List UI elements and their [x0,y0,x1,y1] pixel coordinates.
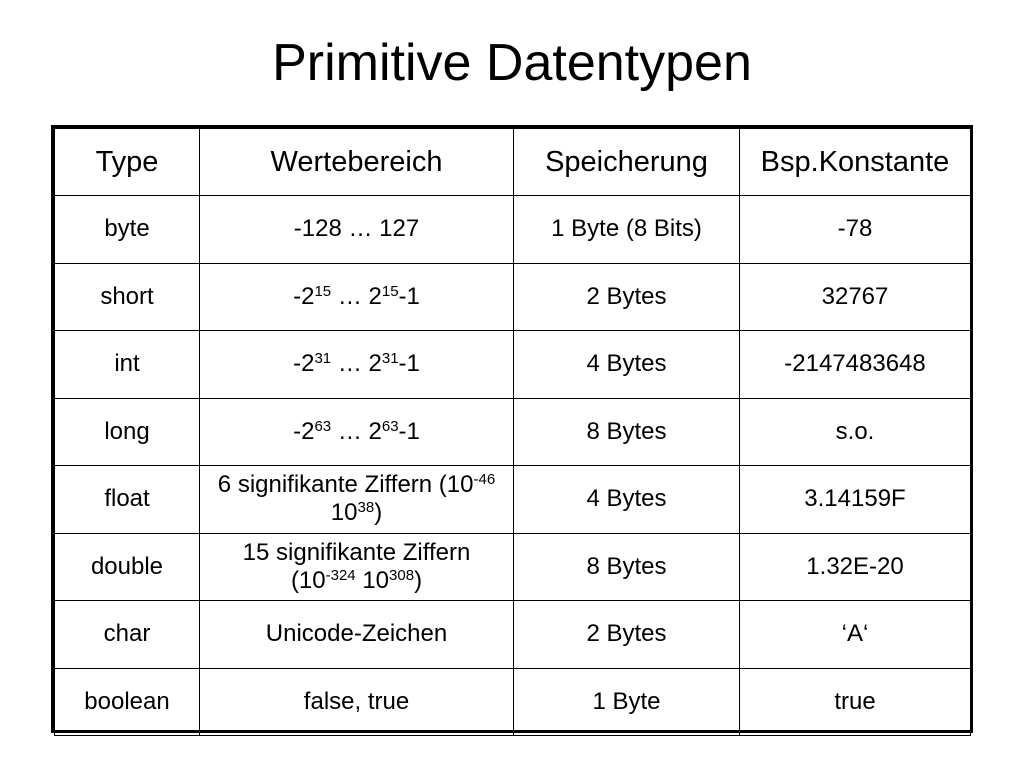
range-lead: 15 signifikante Ziffern [242,538,471,566]
cell-type: float [54,465,200,534]
range-exponent: 31 [381,350,399,368]
cell-example: 3.14159F [739,465,971,534]
range-mid: 10 [330,499,358,527]
header-example: Bsp.Konstante [739,128,971,196]
table-header-row: Type Wertebereich Speicherung Bsp.Konsta… [54,128,971,196]
range-exponent: 15 [381,282,399,300]
table-row: double 15 signifikante Ziffern (10-324 10… [54,532,971,601]
range-tail: ) [374,499,383,527]
slide-title: Primitive Datentypen [272,34,752,92]
range-exponent: 308 [389,566,415,584]
range-exponent: 31 [314,350,332,368]
cell-range: -231 … 231-1 [199,330,514,399]
range-exponent: -324 [325,566,356,584]
range-exponent: 63 [381,417,399,435]
table-row: int -231 … 231-1 4 Bytes -2147483648 [54,330,971,399]
range-exponent: 63 [314,417,332,435]
cell-storage: 2 Bytes [513,600,740,669]
range-base: 2 [301,417,315,445]
table-row: long -263 … 263-1 8 Bytes s.o. [54,397,971,466]
cell-type: char [54,600,200,669]
cell-type: long [54,397,200,466]
header-range: Wertebereich [199,128,514,196]
cell-range: false, true [199,667,514,736]
range-base: 2 [368,417,382,445]
range-separator: … [337,282,362,310]
range-base: 2 [368,282,382,310]
range-exponent: 38 [357,499,375,517]
range-base: 2 [301,350,315,378]
cell-type: short [54,262,200,331]
range-exponent: 15 [314,282,332,300]
header-storage: Speicherung [513,128,740,196]
range-base: 2 [368,350,382,378]
table-row: boolean false, true 1 Byte true [54,667,971,736]
range-suffix: -1 [398,350,420,378]
cell-range: Unicode-Zeichen [199,600,514,669]
cell-example: s.o. [739,397,971,466]
cell-storage: 8 Bytes [513,532,740,601]
cell-storage: 2 Bytes [513,262,740,331]
range-separator: … [337,350,362,378]
cell-type: byte [54,195,200,264]
cell-example: -78 [739,195,971,264]
range-exponent: -46 [473,471,496,489]
cell-storage: 1 Byte (8 Bits) [513,195,740,264]
range-base: 2 [301,282,315,310]
cell-example: 32767 [739,262,971,331]
cell-range: -128 … 127 [199,195,514,264]
range-suffix: -1 [398,417,420,445]
cell-range: -215 … 215-1 [199,262,514,331]
datatypes-table: Type Wertebereich Speicherung Bsp.Konsta… [54,128,971,736]
cell-range: -263 … 263-1 [199,397,514,466]
datatypes-table-frame: Type Wertebereich Speicherung Bsp.Konsta… [51,125,973,736]
cell-example: 1.32E-20 [739,532,971,601]
range-lead: 6 signifikante Ziffern (10 [217,471,474,499]
table-row: char Unicode-Zeichen 2 Bytes ‘A‘ [54,600,971,669]
range-tail: ) [414,566,423,594]
range-mid: 10 [355,566,390,594]
table-row: byte -128 … 127 1 Byte (8 Bits) -78 [54,195,971,264]
range-lead-2: (10 [290,566,326,594]
table-row: float 6 signifikante Ziffern (10-46 1038… [54,465,971,534]
cell-storage: 8 Bytes [513,397,740,466]
cell-storage: 4 Bytes [513,330,740,399]
cell-range: 6 signifikante Ziffern (10-46 1038) [199,465,514,534]
table-row: short -215 … 215-1 2 Bytes 32767 [54,262,971,331]
cell-storage: 1 Byte [513,667,740,736]
cell-type: double [54,532,200,601]
cell-storage: 4 Bytes [513,465,740,534]
cell-example: -2147483648 [739,330,971,399]
cell-example: ‘A‘ [739,600,971,669]
cell-type: boolean [54,667,200,736]
range-separator: … [337,417,362,445]
range-suffix: -1 [398,282,420,310]
cell-example: true [739,667,971,736]
cell-range: 15 signifikante Ziffern (10-324 10308) [199,532,514,601]
cell-type: int [54,330,200,399]
header-type: Type [54,128,200,196]
